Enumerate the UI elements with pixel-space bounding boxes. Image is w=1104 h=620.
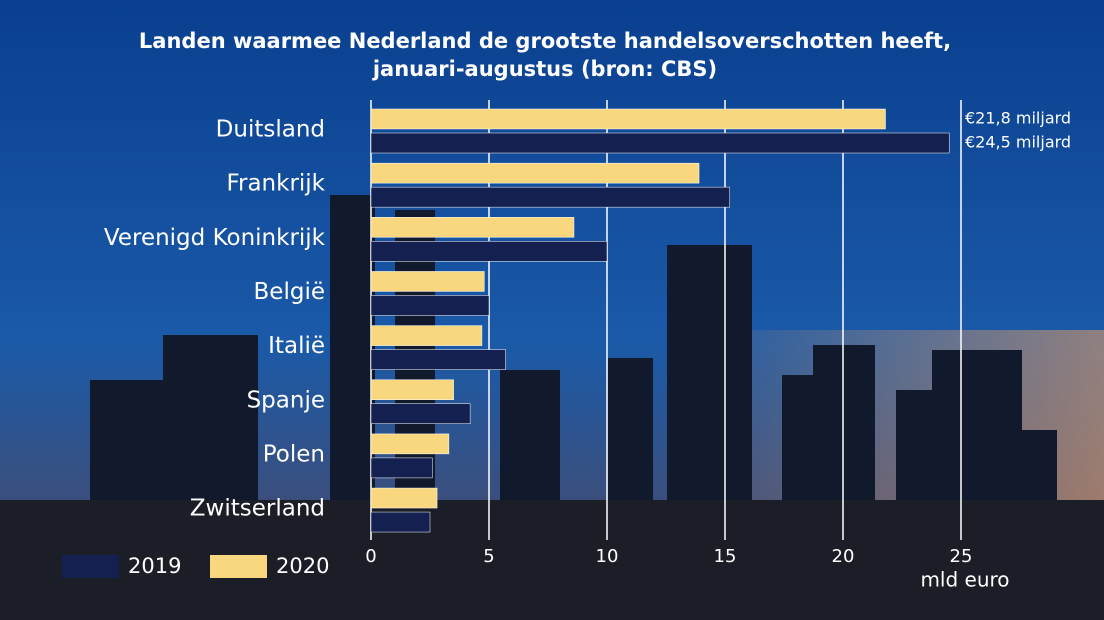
category-label: Italië [268, 333, 325, 359]
bar [370, 108, 886, 130]
legend-swatch [210, 555, 267, 578]
bar [370, 295, 490, 316]
value-label: €21,8 miljard [965, 109, 1071, 128]
x-tick-label: 0 [365, 546, 376, 567]
legend-label: 2020 [276, 554, 329, 578]
bar [370, 162, 700, 184]
bar [370, 186, 730, 208]
category-label: Frankrijk [226, 171, 325, 197]
legend-label: 2019 [128, 554, 181, 578]
category-label: Duitsland [216, 117, 325, 143]
skyline [0, 195, 1104, 620]
bar [370, 132, 950, 154]
x-tick-label: 15 [714, 546, 737, 567]
bar [370, 487, 438, 509]
value-label: €24,5 miljard [965, 133, 1071, 152]
category-label: België [254, 279, 325, 305]
x-tick-label: 10 [596, 546, 619, 567]
bar [370, 271, 485, 292]
x-tick-label: 20 [832, 546, 855, 567]
bar [370, 217, 575, 238]
bar [370, 379, 454, 400]
category-label: Polen [263, 441, 325, 467]
x-tick-label: 5 [483, 546, 494, 567]
bar [370, 349, 506, 370]
bar [370, 457, 433, 479]
bar [370, 433, 450, 455]
x-axis-label: mld euro [920, 568, 1009, 592]
x-tick-label: 25 [950, 546, 973, 567]
category-label: Zwitserland [190, 496, 325, 522]
legend-swatch [62, 555, 119, 578]
bar [370, 511, 431, 533]
chart-subtitle: januari-augustus (bron: CBS) [372, 57, 717, 81]
chart-title: Landen waarmee Nederland de grootste han… [139, 29, 951, 53]
category-label: Spanje [247, 387, 325, 413]
bar [370, 403, 471, 424]
bar [370, 241, 608, 262]
bar [370, 325, 483, 346]
category-label: Verenigd Koninkrijk [104, 225, 326, 251]
